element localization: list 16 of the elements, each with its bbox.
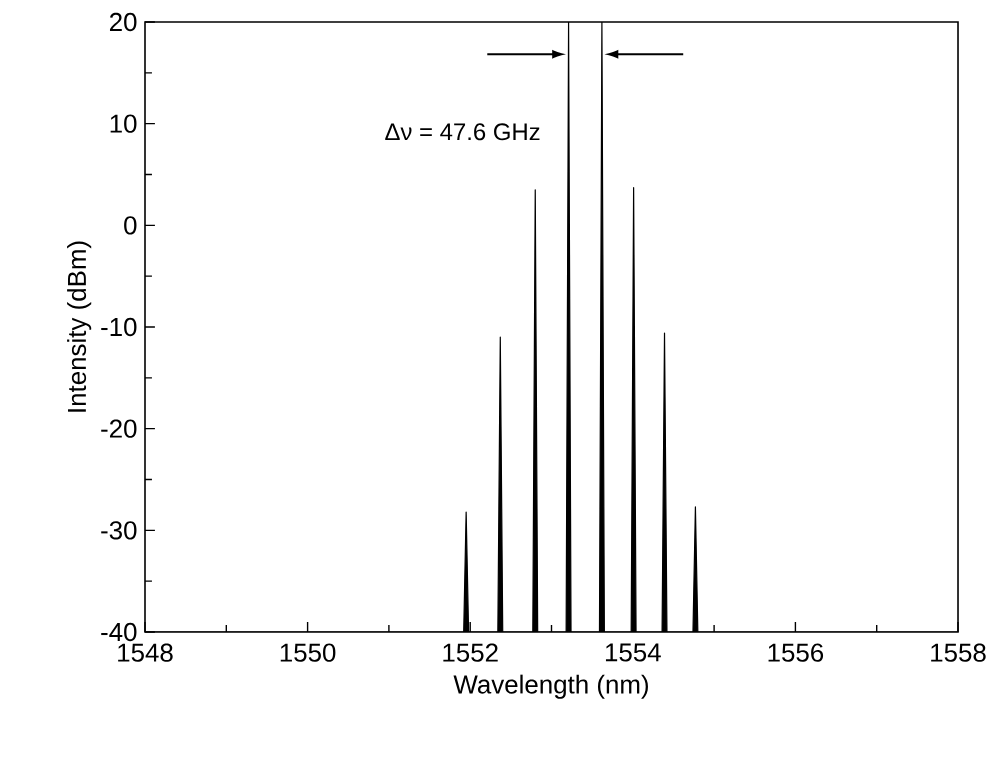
y-tick-label: -30 <box>101 521 137 540</box>
y-tick-label: 10 <box>110 114 137 133</box>
y-tick-label: 20 <box>109 12 137 32</box>
annotation: Δν = 47.6 GHz <box>385 123 540 141</box>
y-tick-label: -20 <box>101 419 137 438</box>
y-tick-label: -40 <box>101 622 137 642</box>
y-tick-label: 0 <box>124 216 137 235</box>
y-axis-title: Intensity (dBm) <box>67 241 92 412</box>
y-tick-label: -10 <box>101 317 137 337</box>
x-tick-label: 1554 <box>605 643 661 662</box>
x-tick-label: 1552 <box>443 643 498 662</box>
x-axis-title: Wavelength (nm) <box>453 674 648 699</box>
x-tick-label: 1550 <box>280 643 336 662</box>
x-tick-label: 1556 <box>768 643 824 662</box>
x-tick-label: 1558 <box>931 643 986 662</box>
x-tick-label: 1548 <box>118 643 173 662</box>
